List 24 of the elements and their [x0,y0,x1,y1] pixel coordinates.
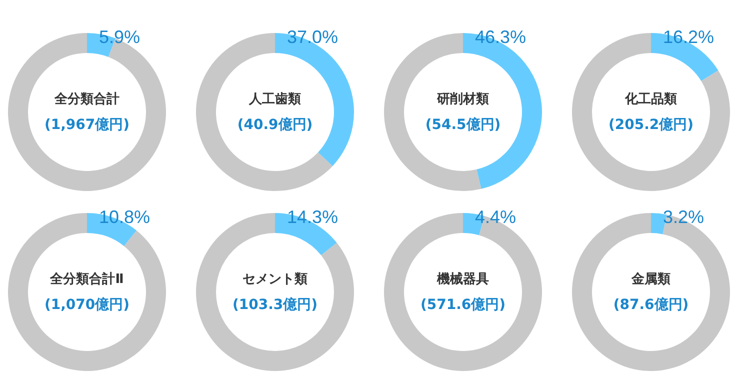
text: (1,070億円) [43,296,131,314]
data-label: 3.2% [663,207,704,227]
text: (40.9億円) [236,116,314,134]
data-label: 5.9% [99,27,140,47]
data-label: 10.8% [99,207,150,227]
data-label: 46.3% [475,27,526,47]
text: (87.6億円) [612,296,690,314]
text: (1,967億円) [43,116,131,134]
text: 全分類合計Ⅱ [49,270,125,288]
text: (205.2億円) [607,116,695,134]
text: 研削材類 [436,91,490,108]
text: (571.6億円) [419,296,507,314]
text: 人工歯類 [248,91,302,108]
data-label: 37.0% [287,27,338,47]
data-label: 4.4% [475,207,516,227]
text: 機械器具 [436,271,490,288]
text: セメント類 [242,271,308,288]
text: 化工品類 [624,91,678,108]
text: 全分類合計 [54,90,120,108]
data-label: 14.3% [287,207,338,227]
text: (103.3億円) [231,296,319,314]
text: (54.5億円) [424,116,502,134]
data-label: 16.2% [663,27,714,47]
text: 金属類 [630,271,672,288]
